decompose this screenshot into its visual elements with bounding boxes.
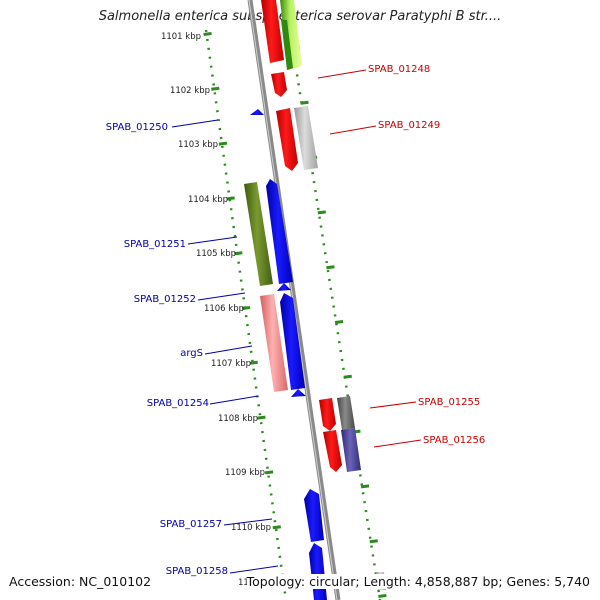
major-tick	[272, 525, 281, 530]
leader-spab-01258	[229, 565, 279, 574]
major-tick	[234, 251, 243, 256]
major-tick	[226, 196, 235, 201]
gene-label-spab-01258[interactable]: SPAB_01258	[166, 566, 228, 577]
gene-label-spab-01251[interactable]: SPAB_01251	[124, 239, 186, 250]
leader-spab-01248	[317, 69, 367, 79]
tick-label: 1107 kbp	[211, 359, 251, 369]
outer-tick	[360, 484, 370, 489]
gene-marker-1105[interactable]	[277, 283, 291, 291]
gene-spab-01257[interactable]	[304, 489, 324, 542]
tick-label: 1102 kbp	[170, 86, 210, 96]
leader-spab-01249	[329, 125, 377, 135]
outer-dotted-guide	[288, 29, 382, 600]
label-leader-lines	[171, 69, 422, 574]
gene-label-spab-01257[interactable]: SPAB_01257	[160, 519, 222, 530]
gene-label-spab-01252[interactable]: SPAB_01252	[134, 294, 196, 305]
tick-label: 1105 kbp	[196, 249, 236, 259]
leader-spab-01251	[187, 236, 238, 245]
gene-label-spab-01249[interactable]: SPAB_01249	[378, 120, 440, 131]
leader-spab-01254	[209, 395, 259, 405]
leader-spab-01250	[171, 119, 219, 128]
gene-spab-01258[interactable]	[309, 543, 327, 600]
gene-pink-argS[interactable]	[260, 294, 288, 392]
outer-tick	[326, 265, 335, 270]
outer-tick	[378, 594, 387, 598]
tick-label: 1108 kbp	[218, 414, 258, 424]
gene-label-spab-01248[interactable]: SPAB_01248	[368, 64, 430, 75]
gene-argS[interactable]	[280, 293, 305, 390]
major-tick	[218, 141, 228, 146]
gene-spab-01249-red[interactable]	[276, 108, 298, 171]
gene-label-spab-01250[interactable]: SPAB_01250	[106, 122, 168, 133]
major-tick	[203, 32, 212, 36]
backbone-line	[247, 0, 341, 600]
major-tick	[241, 306, 251, 310]
tick-label: 1103 kbp	[178, 140, 218, 150]
leader-spab-01256	[373, 439, 422, 448]
outer-tick	[334, 320, 344, 324]
gene-label-spab-01256[interactable]: SPAB_01256	[423, 435, 485, 446]
tick-label: 1110 kbp	[231, 523, 271, 533]
map-title: Salmonella enterica subsp. enterica sero…	[98, 9, 502, 24]
gene-green-top[interactable]	[281, 20, 293, 70]
gene-red-top[interactable]	[261, 0, 284, 63]
leader-argS	[204, 345, 253, 355]
gene-olive-1104[interactable]	[244, 182, 273, 286]
gene-lime-top[interactable]	[280, 0, 302, 70]
outer-tick	[343, 374, 352, 379]
major-tick	[257, 415, 266, 420]
tick-label: 1104 kbp	[188, 195, 228, 205]
gene-spab-01255-red[interactable]	[319, 398, 336, 431]
major-tick	[249, 360, 258, 365]
tick-label: 1101 kbp	[161, 32, 201, 42]
outer-tick	[300, 100, 309, 105]
gene-spab-01250-marker[interactable]	[250, 109, 264, 115]
gene-label-spab-01255[interactable]: SPAB_01255	[418, 397, 480, 408]
gene-spab-01248[interactable]	[271, 72, 287, 97]
tick-labels: 1101 kbp 1102 kbp 1103 kbp 1104 kbp 1105…	[161, 32, 271, 588]
reverse-strand-genes	[244, 109, 327, 600]
gene-spab-01251[interactable]	[266, 179, 293, 284]
gene-spab-01256[interactable]	[341, 428, 361, 472]
major-tick	[211, 86, 220, 91]
outer-tick	[369, 539, 378, 544]
gene-spab-01254-marker[interactable]	[291, 389, 306, 397]
gene-labels: SPAB_01248 SPAB_01249 SPAB_01255 SPAB_01…	[106, 64, 486, 577]
gene-label-argS[interactable]: argS	[180, 348, 203, 359]
gene-label-spab-01254[interactable]: SPAB_01254	[147, 398, 209, 409]
leader-spab-01252	[197, 292, 246, 301]
tick-label: 1106 kbp	[204, 304, 244, 314]
leader-spab-01257	[223, 518, 273, 526]
tick-label: 1109 kbp	[225, 468, 265, 478]
leader-spab-01255	[369, 401, 417, 409]
accession-text: Accession: NC_010102	[9, 574, 152, 589]
major-tick	[264, 470, 274, 475]
outer-tick	[317, 210, 326, 215]
gene-spab-01249[interactable]	[294, 106, 318, 170]
gene-spab-01255[interactable]	[337, 396, 355, 430]
gene-spab-01256-red[interactable]	[323, 430, 342, 472]
genome-info-text: Topology: circular; Length: 4,858,887 bp…	[246, 574, 590, 589]
